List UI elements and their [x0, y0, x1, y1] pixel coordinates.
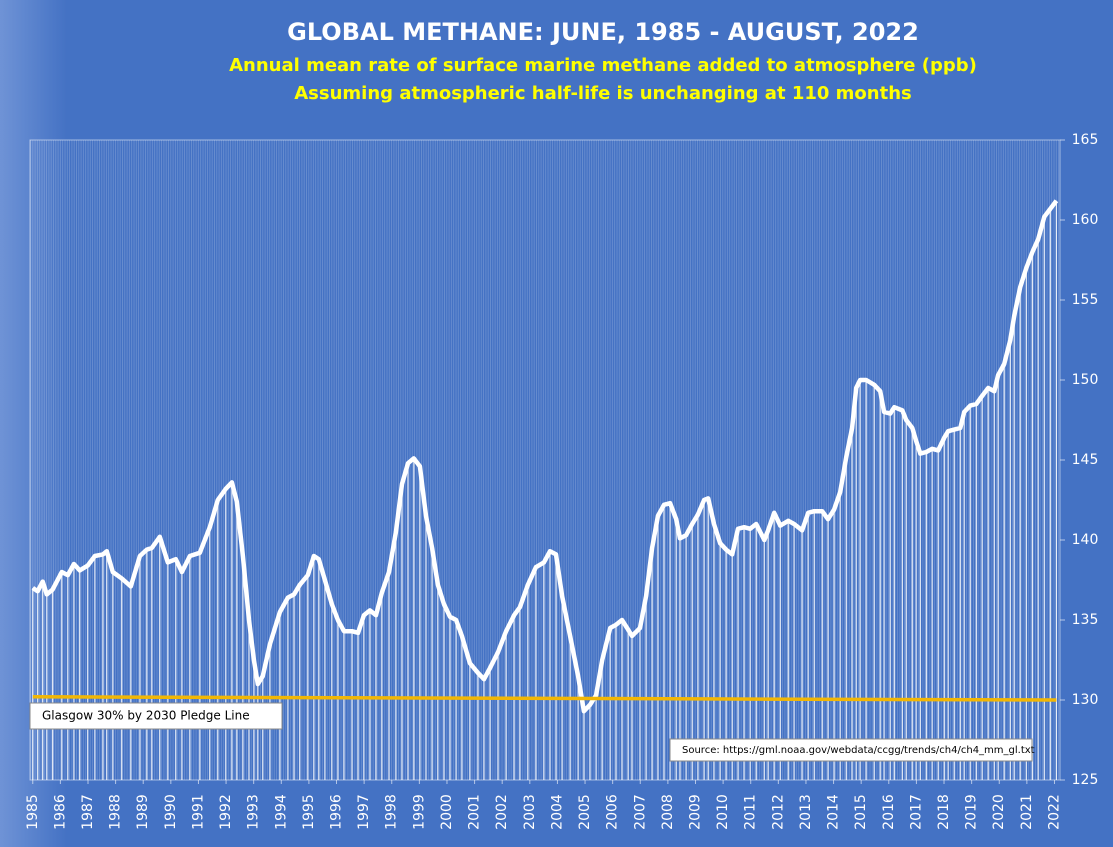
x-tick-label: 1995: [301, 794, 317, 830]
x-tick-label: 2000: [439, 794, 455, 830]
x-tick-label: 1997: [356, 794, 372, 830]
x-tick-label: 2017: [908, 794, 924, 830]
subtitle: Annual mean rate of surface marine metha…: [229, 55, 977, 76]
source-annotation: Source: https://gml.noaa.gov/webdata/ccg…: [682, 745, 1035, 756]
x-tick-label: 2007: [632, 794, 648, 830]
x-tick-label: 2021: [1019, 794, 1035, 830]
x-tick-label: 2012: [770, 794, 786, 830]
x-tick-label: 1986: [52, 794, 68, 830]
source-box: [669, 738, 1033, 762]
x-tick-label: 2006: [605, 794, 621, 830]
plot-area: [29, 139, 1061, 781]
x-tick-label: 2010: [715, 794, 731, 830]
x-tick-label: 1993: [246, 794, 262, 830]
x-tick-label: 1992: [218, 794, 234, 830]
y-tick-label: 165: [1072, 132, 1099, 148]
x-tick-label: 1987: [80, 794, 96, 830]
x-tick-label: 2003: [522, 794, 538, 830]
x-tick-label: 1990: [163, 794, 179, 830]
y-tick-label: 145: [1072, 452, 1099, 468]
y-tick-label: 155: [1072, 292, 1099, 308]
x-tick-label: 2013: [798, 794, 814, 830]
y-tick-label: 135: [1072, 612, 1099, 628]
legend-label: Glasgow 30% by 2030 Pledge Line: [42, 709, 250, 723]
x-tick-label: 1991: [190, 794, 206, 830]
pledge-label-box: [29, 702, 283, 730]
y-tick-label: 125: [1072, 772, 1099, 788]
x-tick-label: 1994: [273, 794, 289, 830]
x-tick-label: 1989: [135, 794, 151, 830]
x-tick-label: 2004: [549, 794, 565, 830]
y-tick-label: 160: [1072, 212, 1099, 228]
x-tick-label: 2022: [1046, 794, 1062, 830]
x-tick-label: 2015: [853, 794, 869, 830]
x-tick-label: 1985: [25, 794, 41, 830]
x-tick-label: 2009: [687, 794, 703, 830]
x-tick-label: 2001: [467, 794, 483, 830]
x-tick-label: 2014: [826, 794, 842, 830]
y-tick-label: 130: [1072, 692, 1099, 708]
x-tick-label: 2020: [991, 794, 1007, 830]
pledge-line: [32, 695, 1057, 702]
x-tick-label: 1999: [411, 794, 427, 830]
y-tick-label: 150: [1072, 372, 1099, 388]
x-tick-label: 2018: [936, 794, 952, 830]
x-tick-label: 2005: [577, 794, 593, 830]
x-tick-label: 2016: [881, 794, 897, 830]
x-tick-label: 2011: [743, 794, 759, 830]
subtitle: Assuming atmospheric half-life is unchan…: [294, 83, 911, 104]
x-tick-label: 2019: [964, 794, 980, 830]
x-tick-label: 2002: [494, 794, 510, 830]
x-tick-label: 2008: [660, 794, 676, 830]
x-tick-label: 1996: [329, 794, 345, 830]
x-tick-label: 1998: [384, 794, 400, 830]
data-line: [31, 199, 1059, 714]
x-tick-label: 1988: [108, 794, 124, 830]
chart-title: GLOBAL METHANE: JUNE, 1985 - AUGUST, 202…: [287, 18, 919, 46]
y-tick-label: 140: [1072, 532, 1099, 548]
